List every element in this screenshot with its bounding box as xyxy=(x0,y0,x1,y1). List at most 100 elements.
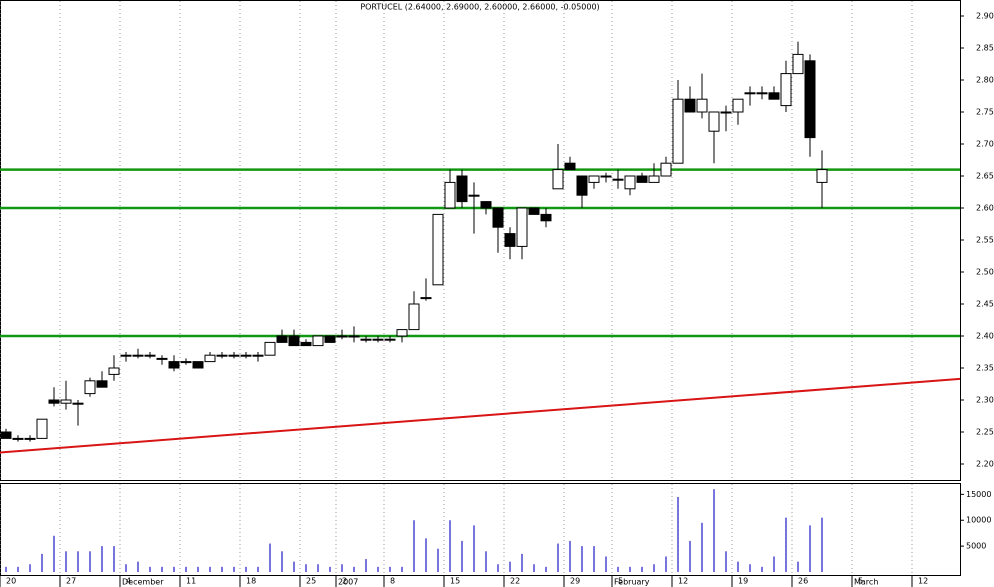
y-tick-label: 2.85 xyxy=(976,44,994,53)
x-tick-label: 20 xyxy=(6,577,16,586)
candle-body xyxy=(516,207,528,247)
candle-body xyxy=(660,162,672,177)
month-label: 2007 xyxy=(338,578,358,587)
x-tick-label: 8 xyxy=(390,577,395,586)
y-tick-label: 2.60 xyxy=(976,204,994,213)
y-tick-label: 2.40 xyxy=(976,332,994,341)
month-label: December xyxy=(122,578,164,587)
x-tick-label: 4 xyxy=(126,577,131,586)
y-tick-label: 2.20 xyxy=(976,460,994,469)
candle-body xyxy=(48,399,60,404)
candle-body xyxy=(372,338,384,341)
candle-body xyxy=(720,111,732,114)
candle-body xyxy=(120,354,132,357)
x-tick-label: 19 xyxy=(738,577,748,586)
candle-body xyxy=(144,354,156,357)
candle-body xyxy=(72,402,84,405)
month-label: March xyxy=(854,578,878,587)
candle-body xyxy=(84,380,96,395)
candle-body xyxy=(348,335,360,338)
x-tick-label: 27 xyxy=(66,577,76,586)
y-tick-label: 2.45 xyxy=(976,300,994,309)
chart-title: PORTUCEL (2.64000, 2.69000, 2.60000, 2.6… xyxy=(360,3,599,12)
candle-body xyxy=(36,418,48,439)
candle-body xyxy=(240,354,252,357)
candle-body xyxy=(360,338,372,341)
candle-body xyxy=(648,175,660,183)
candle-body xyxy=(0,431,12,439)
candle-body xyxy=(504,233,516,247)
x-tick-label: 26 xyxy=(798,577,808,586)
candle-body xyxy=(276,335,288,343)
x-tick-label: 12 xyxy=(678,577,688,586)
candle-body xyxy=(216,354,228,357)
volume-tick-label: 5000 xyxy=(966,542,986,551)
x-tick-label: 5 xyxy=(618,577,623,586)
candle-body xyxy=(132,354,144,357)
candle-body xyxy=(804,60,816,139)
candle-body xyxy=(24,437,36,440)
candle-body xyxy=(816,169,828,183)
candle-body xyxy=(468,194,480,197)
candle-body xyxy=(732,98,744,113)
candle-body xyxy=(588,175,600,183)
x-tick-label: 22 xyxy=(510,577,520,586)
x-tick-label: 11 xyxy=(186,577,196,586)
x-tick-label: 2 xyxy=(342,577,347,586)
candle-body xyxy=(624,175,636,190)
candle-body xyxy=(60,399,72,404)
candle-body xyxy=(576,175,588,196)
volume-tick-label: 10000 xyxy=(966,516,991,525)
candle-body xyxy=(792,53,804,75)
candle-body xyxy=(192,361,204,369)
candle-body xyxy=(168,361,180,369)
volume-tick-label: 15000 xyxy=(966,490,991,499)
x-tick-label: 12 xyxy=(918,577,928,586)
candle-body xyxy=(420,297,432,300)
candle-body xyxy=(540,213,552,222)
candle-body xyxy=(684,98,696,113)
candle-body xyxy=(672,98,684,164)
candle-body xyxy=(432,213,444,286)
trend-line xyxy=(0,377,961,454)
candle-body xyxy=(780,73,792,107)
candle-body xyxy=(312,335,324,347)
candle-body xyxy=(288,335,300,347)
candle-body xyxy=(564,162,576,171)
candle-body xyxy=(324,335,336,343)
candle-body xyxy=(756,92,768,95)
month-label: February xyxy=(614,578,650,587)
candle-body xyxy=(108,367,120,375)
candle-body xyxy=(492,207,504,228)
candle-body xyxy=(612,178,624,181)
candle-body xyxy=(336,335,348,338)
candle-body xyxy=(252,354,264,357)
x-tick-label: 5 xyxy=(858,577,863,586)
candle-body xyxy=(552,169,564,190)
y-tick-label: 2.90 xyxy=(976,12,994,21)
candle-body xyxy=(396,329,408,337)
volume-panel xyxy=(0,483,961,576)
candle-body xyxy=(480,201,492,209)
candle-body xyxy=(180,361,192,364)
candle-body xyxy=(456,175,468,203)
candle-body xyxy=(768,92,780,100)
y-tick-label: 2.35 xyxy=(976,364,994,373)
y-tick-label: 2.75 xyxy=(976,108,994,117)
candle-body xyxy=(600,175,612,178)
x-tick-label: 25 xyxy=(306,577,316,586)
x-tick-label: 29 xyxy=(570,577,580,586)
candle-body xyxy=(444,181,456,209)
y-tick-label: 2.25 xyxy=(976,428,994,437)
y-tick-label: 2.70 xyxy=(976,140,994,149)
candle-body xyxy=(384,338,396,341)
candle-body xyxy=(96,380,108,388)
candle-body xyxy=(696,98,708,113)
candle-body xyxy=(528,207,540,215)
y-tick-label: 2.50 xyxy=(976,268,994,277)
candle-body xyxy=(744,92,756,95)
x-tick-label: 15 xyxy=(450,577,460,586)
y-tick-label: 2.65 xyxy=(976,172,994,181)
